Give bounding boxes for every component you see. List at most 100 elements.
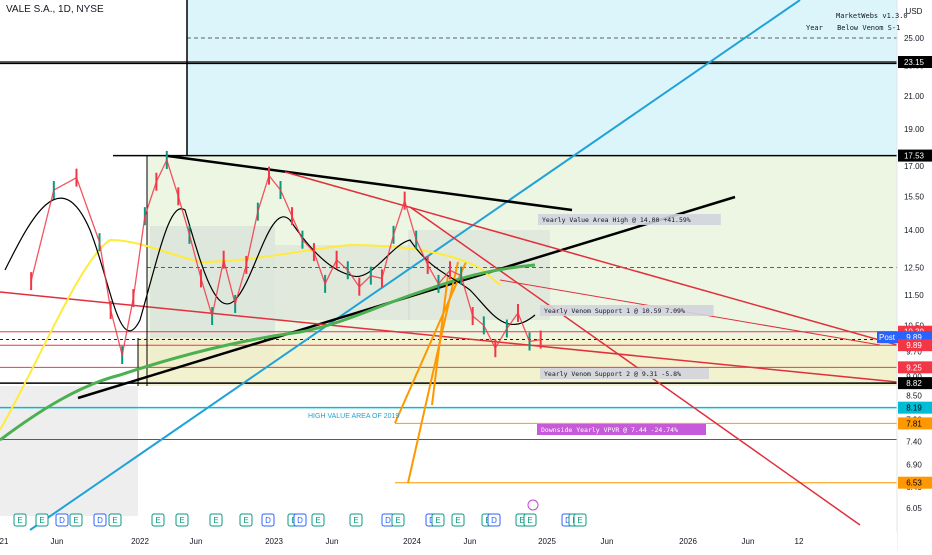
event-marker-box — [573, 513, 587, 527]
red-trendline-2 — [409, 206, 861, 526]
venom-support-1-label-bg — [540, 305, 714, 316]
price-axis[interactable]: USD25.0023.0021.0019.0017.0015.5014.0012… — [877, 0, 932, 550]
y-tick-label: 21.00 — [904, 92, 925, 101]
price-badge: 23.15 — [904, 58, 925, 67]
event-marker: E — [577, 516, 582, 525]
indicator-title: MarketWebs v1.3.0 — [836, 12, 908, 20]
event-marker-box — [261, 513, 275, 527]
annotations: Yearly Value Area High @ 14.00 +41.59% Ye… — [308, 214, 721, 435]
history-gray-zone — [0, 386, 138, 516]
event-marker-box — [431, 513, 445, 527]
y-tick-label: 8.50 — [906, 391, 922, 400]
downside-vpvr-label: Downside Yearly VPVR @ 7.44 -24.74% — [541, 426, 678, 434]
price-axis-bg — [897, 0, 932, 550]
event-marker: E — [17, 516, 22, 525]
cyan-trendline — [29, 0, 801, 531]
price-badge: 9.25 — [906, 363, 922, 372]
x-tick-label: 2023 — [265, 537, 283, 546]
x-tick-label: 2024 — [403, 537, 421, 546]
event-marker-box — [69, 513, 83, 527]
event-marker: D — [97, 516, 103, 525]
price-badge-bg — [898, 339, 932, 352]
y-tick-label: 6.05 — [906, 504, 922, 513]
price-badge-bg — [898, 377, 932, 390]
venom-support-2-label-bg — [540, 368, 709, 379]
y-tick-label: 19.00 — [904, 125, 925, 134]
event-marker: E — [353, 516, 358, 525]
event-marker: E — [527, 516, 532, 525]
event-marker: E — [243, 516, 248, 525]
price-series — [30, 150, 542, 365]
price-badge: 9.89 — [906, 341, 922, 350]
event-markers: EEDEDEEEEEDEDEEDEDEEEDEEDEE — [13, 499, 587, 527]
price-badge: 17.53 — [904, 152, 925, 161]
plus-marker-icon — [527, 499, 539, 511]
event-marker: D — [297, 516, 303, 525]
x-tick-label: Jun — [464, 537, 477, 546]
event-marker-box — [451, 513, 465, 527]
x-tick-label: Jun — [190, 537, 203, 546]
orange-line-3 — [431, 274, 449, 406]
price-badge: 8.82 — [906, 379, 922, 388]
price-badge-bg — [898, 401, 932, 414]
orange-line-2 — [407, 261, 459, 484]
price-badge-bg — [898, 417, 932, 430]
venom-support-1-label: Yearly Venom Support 1 @ 10.59 7.09% — [544, 307, 685, 315]
event-marker: D — [265, 516, 271, 525]
event-marker: E — [112, 516, 117, 525]
price-badge: 7.81 — [906, 419, 922, 428]
orange-line-1 — [394, 261, 467, 424]
event-marker-box — [391, 513, 405, 527]
red-trendline-3 — [0, 291, 898, 383]
high-value-area-label: HIGH VALUE AREA OF 2019 — [308, 413, 399, 420]
x-tick-label: Jun — [326, 537, 339, 546]
legend-row: Year Below Venom S-1 — [806, 22, 908, 34]
legend-row-label: Year — [806, 24, 823, 32]
y-tick-label: 6.90 — [906, 460, 922, 469]
time-axis-bg — [0, 532, 897, 550]
y-tick-label: 25.00 — [904, 34, 925, 43]
event-marker: E — [395, 516, 400, 525]
y-tick-label: 14.00 — [904, 226, 925, 235]
event-marker: E — [315, 516, 320, 525]
event-marker-box — [175, 513, 189, 527]
y-tick-label: 12.50 — [904, 264, 925, 273]
value-area-high-label: Yearly Value Area High @ 14.00 +41.59% — [542, 216, 691, 224]
event-marker: E — [455, 516, 460, 525]
event-marker-box — [349, 513, 363, 527]
horizontal-levels — [0, 37, 897, 484]
event-marker: E — [73, 516, 78, 525]
event-marker: E — [39, 516, 44, 525]
yellow-ma — [0, 238, 501, 431]
price-badge: 6.53 — [906, 479, 922, 488]
lower-yellow-zone — [138, 338, 897, 386]
price-badge: 8.19 — [906, 404, 922, 413]
red-trendline-1 — [284, 171, 898, 346]
price-badge-bg — [898, 149, 932, 162]
time-axis[interactable]: 21 Jun 2022 Jun 2023 Jun 2024 Jun 2025 Jun 2026 Jun… — [0, 532, 897, 550]
y-tick-label: 11.50 — [904, 291, 924, 300]
event-marker-box — [35, 513, 49, 527]
y-tick-label: 9.00 — [906, 372, 922, 381]
x-tick-label: Jun — [742, 537, 755, 546]
downside-vpvr-label-bg — [537, 424, 706, 435]
event-marker: E — [519, 516, 524, 525]
event-marker-box — [239, 513, 253, 527]
event-marker-box — [209, 513, 223, 527]
x-tick-label: 21 — [0, 537, 9, 546]
indicator-legend-box: MarketWebs v1.3.0 Year Below Venom S-1 — [806, 10, 908, 34]
currency-label: USD — [906, 7, 923, 16]
y-tick-label: 15.50 — [904, 192, 925, 201]
event-marker-box — [487, 513, 501, 527]
event-marker-box — [13, 513, 27, 527]
y-tick-label: 9.70 — [906, 348, 922, 357]
event-marker: D — [565, 516, 571, 525]
legend-row-value: Below Venom S-1 — [837, 24, 901, 32]
x-tick-label: 2025 — [538, 537, 556, 546]
upper-projection-zone — [187, 0, 897, 156]
x-tick-label: Jun — [51, 537, 64, 546]
x-tick-label: 2022 — [131, 537, 149, 546]
x-tick-label: Jun — [601, 537, 614, 546]
